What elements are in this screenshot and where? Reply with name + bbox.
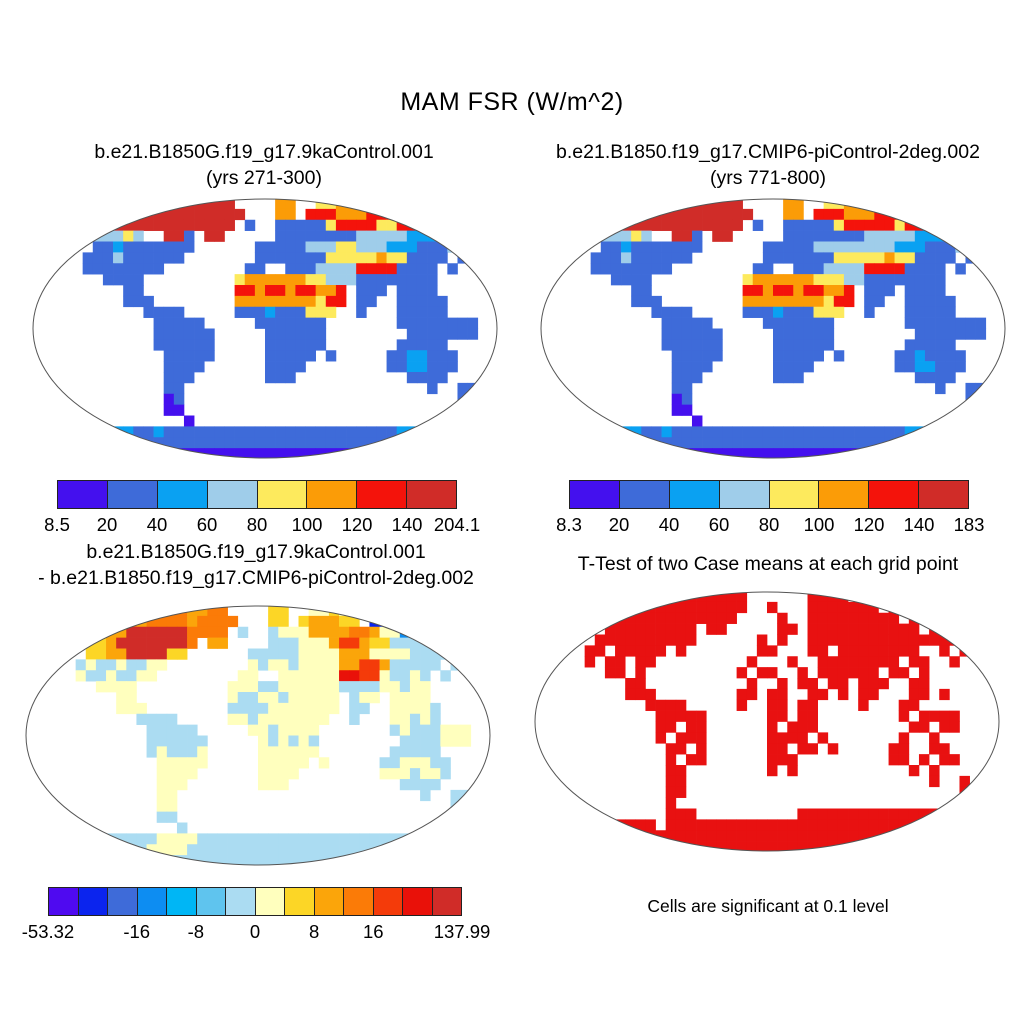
colorbar-segment xyxy=(137,888,167,916)
colorbar-segment xyxy=(869,481,920,509)
colorbar-segment xyxy=(769,481,820,509)
colorbar-tick-label: 8 xyxy=(308,921,320,943)
colorbar-segment xyxy=(207,481,258,509)
colorbar-tick-label: 120 xyxy=(341,514,373,536)
colorbar-tick-label: 16 xyxy=(362,921,384,943)
colorbar-case2-segments xyxy=(569,480,969,510)
colorbar-tick-label: -16 xyxy=(123,921,151,943)
colorbar-segment xyxy=(78,888,108,916)
colorbar-tick-label: 183 xyxy=(953,514,985,536)
panel-case1: b.e21.B1850G.f19_g17.9kaControl.001 (yrs… xyxy=(18,140,510,536)
map-case2 xyxy=(540,198,1024,459)
colorbar-tick-label: 40 xyxy=(146,514,168,536)
colorbar-tick-label: 137.99 xyxy=(433,921,491,943)
colorbar-difference: -53.32 -16 -8 0 8 16 137.99 xyxy=(22,887,491,943)
colorbar-tick-label: -53.32 xyxy=(21,921,75,943)
colorbar-tick-label: 20 xyxy=(96,514,118,536)
colorbar-tick-label: 0 xyxy=(249,921,261,943)
colorbar-segment xyxy=(669,481,720,509)
colorbar-segment xyxy=(344,888,374,916)
colorbar-segment xyxy=(58,481,108,509)
colorbar-tick-label: 204.1 xyxy=(433,514,481,536)
colorbar-segment xyxy=(49,888,79,916)
figure-title: MAM FSR (W/m^2) xyxy=(400,88,624,116)
colorbar-tick-label: 8.3 xyxy=(556,514,582,536)
colorbar-tick-label: 120 xyxy=(853,514,885,536)
colorbar-segment xyxy=(403,888,433,916)
colorbar-tick-label: 8.5 xyxy=(44,514,70,536)
panel-difference-title: b.e21.B1850G.f19_g17.9kaControl.001 - b.… xyxy=(0,540,512,591)
colorbar-segment xyxy=(157,481,208,509)
panel-case2-title-line1: b.e21.B1850.f19_g17.CMIP6-piControl-2deg… xyxy=(556,141,980,163)
colorbar-case2-labels: 8.3 20 40 60 80 100 120 140 183 xyxy=(556,514,984,536)
colorbar-segment xyxy=(167,888,197,916)
colorbar-difference-labels: -53.32 -16 -8 0 8 16 137.99 xyxy=(22,921,491,943)
colorbar-tick-label: 80 xyxy=(246,514,268,536)
colorbar-segment xyxy=(107,481,158,509)
panel-ttest: T-Test of two Case means at each grid po… xyxy=(512,552,1024,917)
colorbar-segment xyxy=(255,888,285,916)
colorbar-tick-label: 100 xyxy=(291,514,323,536)
map-case1 xyxy=(32,198,510,459)
panel-case1-title: b.e21.B1850G.f19_g17.9kaControl.001 (yrs… xyxy=(18,140,510,191)
panel-case1-title-line1: b.e21.B1850G.f19_g17.9kaControl.001 xyxy=(94,141,434,163)
significance-note: Cells are significant at 0.1 level xyxy=(647,895,889,916)
colorbar-segment xyxy=(226,888,256,916)
panel-case2-title-line2: (yrs 771-800) xyxy=(710,166,826,189)
colorbar-segment xyxy=(108,888,138,916)
colorbar-segment xyxy=(407,481,456,509)
colorbar-segment xyxy=(196,888,226,916)
colorbar-segment xyxy=(919,481,968,509)
colorbar-segment xyxy=(719,481,770,509)
colorbar-segment xyxy=(819,481,870,509)
panel-difference-title-line1: b.e21.B1850G.f19_g17.9kaControl.001 xyxy=(86,541,426,563)
colorbar-tick-label: 140 xyxy=(903,514,935,536)
colorbar-case2: 8.3 20 40 60 80 100 120 140 183 xyxy=(556,480,984,536)
colorbar-tick-label: 100 xyxy=(803,514,835,536)
colorbar-tick-label: 60 xyxy=(196,514,218,536)
colorbar-segment xyxy=(373,888,403,916)
panel-case1-title-line2: (yrs 271-300) xyxy=(206,166,322,189)
colorbar-tick-label: -8 xyxy=(187,921,205,943)
colorbar-case1-segments xyxy=(57,480,457,510)
colorbar-tick-label: 60 xyxy=(708,514,730,536)
colorbar-segment xyxy=(285,888,315,916)
panel-difference-title-line2: - b.e21.B1850.f19_g17.CMIP6-piControl-2d… xyxy=(38,566,474,589)
colorbar-segment xyxy=(432,888,461,916)
colorbar-case1: 8.5 20 40 60 80 100 120 140 204.1 xyxy=(44,480,480,536)
map-ttest xyxy=(534,591,1024,852)
colorbar-tick-label: 80 xyxy=(758,514,780,536)
colorbar-segment xyxy=(257,481,308,509)
colorbar-segment xyxy=(314,888,344,916)
colorbar-segment xyxy=(570,481,620,509)
colorbar-difference-segments xyxy=(48,887,462,917)
colorbar-tick-label: 20 xyxy=(608,514,630,536)
colorbar-segment xyxy=(307,481,358,509)
panel-case2-title: b.e21.B1850.f19_g17.CMIP6-piControl-2deg… xyxy=(512,140,1024,191)
colorbar-tick-label: 140 xyxy=(391,514,423,536)
panel-difference: b.e21.B1850G.f19_g17.9kaControl.001 - b.… xyxy=(0,540,512,943)
colorbar-tick-label: 40 xyxy=(658,514,680,536)
colorbar-segment xyxy=(357,481,408,509)
colorbar-case1-labels: 8.5 20 40 60 80 100 120 140 204.1 xyxy=(44,514,480,536)
colorbar-segment xyxy=(619,481,670,509)
panel-case2: b.e21.B1850.f19_g17.CMIP6-piControl-2deg… xyxy=(512,140,1024,536)
panel-ttest-title: T-Test of two Case means at each grid po… xyxy=(512,552,1024,578)
panel-ttest-title-line1: T-Test of two Case means at each grid po… xyxy=(577,553,959,575)
map-difference xyxy=(25,605,512,866)
